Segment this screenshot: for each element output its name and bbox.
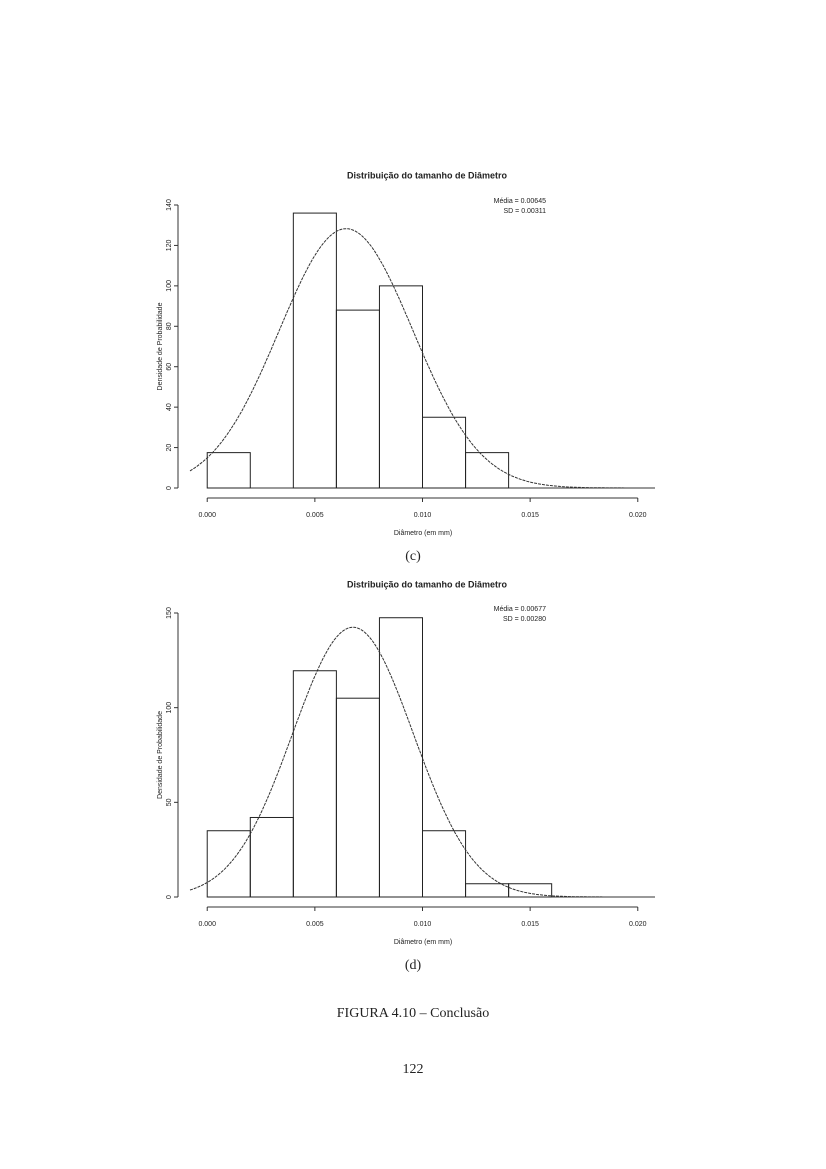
bar bbox=[422, 416, 467, 489]
y-tick-label: 20 bbox=[166, 444, 173, 452]
x-tick-label: 0.020 bbox=[629, 921, 647, 928]
y-tick-label: 50 bbox=[166, 798, 173, 806]
y-tick-label: 100 bbox=[166, 702, 173, 714]
y-axis-label: Densidade de Probabilidade bbox=[157, 302, 164, 390]
x-tick-label: 0.010 bbox=[414, 921, 432, 928]
x-axis-label: Diâmetro (em mm) bbox=[394, 530, 452, 537]
x-tick-label: 0.020 bbox=[629, 512, 647, 519]
x-tick-label: 0.015 bbox=[521, 921, 539, 928]
y-axis-label: Densidade de Probabilidade bbox=[157, 711, 164, 799]
bar bbox=[378, 285, 424, 489]
x-tick-label: 0.000 bbox=[198, 512, 216, 519]
x-tick-label: 0.010 bbox=[414, 512, 432, 519]
y-tick-label: 80 bbox=[166, 322, 173, 330]
bar bbox=[206, 452, 251, 489]
bar bbox=[292, 670, 337, 898]
y-tick-label: 40 bbox=[166, 403, 173, 411]
bar bbox=[335, 309, 380, 489]
annotation: Média = 0.00645 bbox=[494, 198, 546, 205]
y-tick-label: 0 bbox=[166, 486, 173, 490]
y-tick-label: 0 bbox=[166, 895, 173, 899]
normal-curve bbox=[189, 228, 655, 489]
x-tick-label: 0.005 bbox=[306, 512, 324, 519]
bar bbox=[249, 816, 294, 898]
bar bbox=[465, 883, 510, 898]
chart-title: Distribuição do tamanho de Diâmetro bbox=[347, 579, 508, 589]
bar bbox=[508, 883, 553, 898]
caption: (c) bbox=[405, 549, 421, 564]
page-number: 122 bbox=[403, 1062, 424, 1077]
bar bbox=[292, 212, 337, 489]
caption: (d) bbox=[405, 958, 422, 973]
bar bbox=[422, 830, 467, 898]
bar bbox=[206, 830, 251, 898]
figure-caption: FIGURA 4.10 – Conclusão bbox=[337, 1006, 489, 1021]
annotation: Média = 0.00677 bbox=[494, 606, 546, 613]
chart-title: Distribuição do tamanho de Diâmetro bbox=[347, 170, 508, 180]
x-tick-label: 0.015 bbox=[521, 512, 539, 519]
y-tick-label: 60 bbox=[166, 363, 173, 371]
bar bbox=[465, 452, 510, 489]
normal-curve bbox=[189, 626, 655, 898]
bar bbox=[335, 697, 380, 898]
x-axis-label: Diâmetro (em mm) bbox=[394, 939, 452, 946]
annotation: SD = 0.00280 bbox=[503, 616, 546, 623]
x-tick-label: 0.005 bbox=[306, 921, 324, 928]
y-tick-label: 100 bbox=[166, 280, 173, 292]
bar bbox=[378, 617, 424, 898]
annotation: SD = 0.00311 bbox=[504, 208, 547, 215]
x-tick-label: 0.000 bbox=[198, 921, 216, 928]
y-tick-label: 120 bbox=[166, 239, 173, 251]
y-tick-label: 140 bbox=[166, 199, 173, 211]
y-tick-label: 150 bbox=[166, 607, 173, 619]
